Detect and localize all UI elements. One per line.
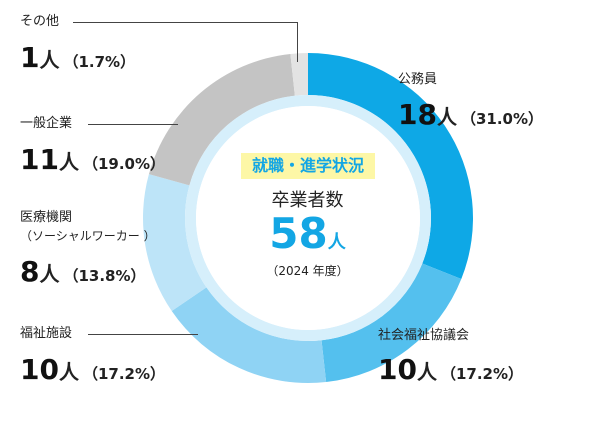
label-medical-name: 医療機関 [20,210,73,225]
council-unit: 人 [416,360,437,384]
public-count: 18 [398,98,437,131]
slice-welfare-facility [171,287,327,383]
welfare-facility-count: 10 [20,353,59,386]
label-other-name: その他 [20,14,60,29]
medical-count: 8 [20,255,40,288]
center-total-value: 58 [269,209,328,258]
public-percent: （31.0%） [460,110,544,128]
label-other-value: 1人 （1.7%） [20,44,135,72]
slice-medical [142,174,207,312]
welfare-facility-percent: （17.2%） [82,365,166,383]
leader-company [88,124,178,125]
center-total-unit: 人 [327,232,346,253]
center-label: 卒業者数 [271,190,344,211]
label-public-name: 公務員 [398,72,438,87]
leader-other-drop [297,22,298,62]
label-welfare-facility-name: 福祉施設 [20,326,73,341]
other-percent: （1.7%） [63,53,136,71]
welfare-facility-unit: 人 [58,360,79,384]
label-council-name: 社会福祉協議会 [378,328,470,343]
leader-welfare-facility [88,334,198,335]
slice-council [321,263,462,383]
label-public-value: 18人 （31.0%） [398,101,543,129]
other-unit: 人 [39,48,60,72]
council-percent: （17.2%） [440,365,524,383]
medical-unit: 人 [39,262,60,286]
label-medical-value: 8人 （13.8%） [20,258,146,286]
other-count: 1 [20,41,40,74]
slice-public [308,53,473,280]
company-percent: （19.0%） [82,155,166,173]
company-count: 11 [20,143,59,176]
leader-other [73,22,298,23]
center-title: 就職・進学状況 [241,153,375,179]
slice-other [290,53,308,96]
label-council-value: 10人 （17.2%） [378,356,523,384]
label-welfare-facility-value: 10人 （17.2%） [20,356,165,384]
center-total: 58人 [240,210,375,267]
public-unit: 人 [436,105,457,129]
council-count: 10 [378,353,417,386]
label-company-value: 11人 （19.0%） [20,146,165,174]
center-year: （2024 年度） [266,264,349,278]
slice-company [148,53,295,186]
label-medical-sub: （ソーシャルワーカー ） [20,229,156,243]
company-unit: 人 [58,150,79,174]
medical-percent: （13.8%） [63,267,146,285]
label-company-name: 一般企業 [20,116,73,131]
